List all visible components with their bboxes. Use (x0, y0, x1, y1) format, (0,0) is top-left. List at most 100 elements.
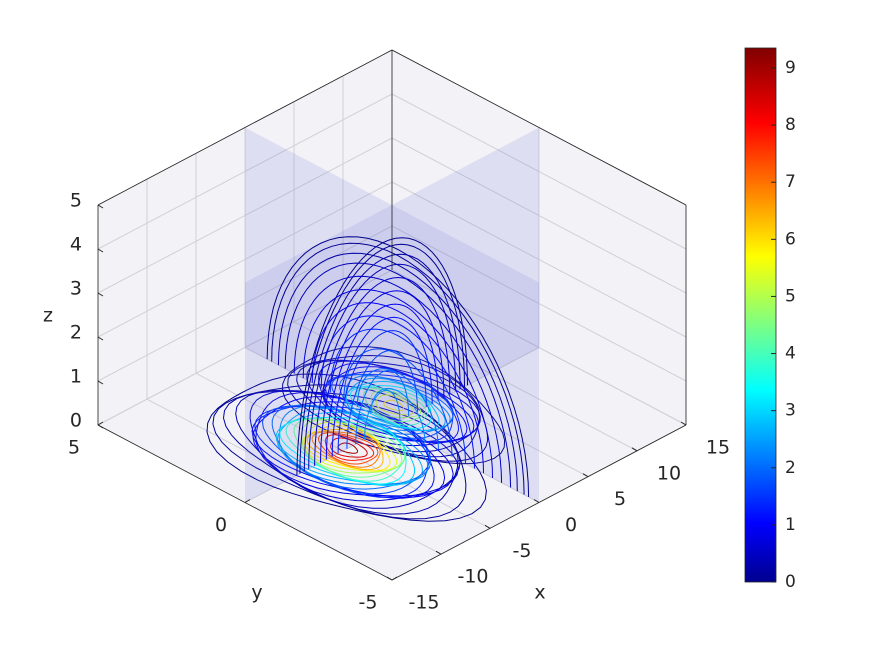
colorbar-tick-label: 4 (785, 344, 796, 364)
x-axis-label: x (534, 582, 545, 604)
colorbar-tick-label: 1 (785, 515, 796, 535)
tick-mark (631, 447, 638, 452)
contour-line (293, 275, 503, 483)
contour-line (279, 416, 407, 485)
colorbar-tick-label: 7 (785, 172, 796, 192)
z-tick-label: 3 (70, 278, 82, 300)
tick-mark (533, 499, 540, 503)
tick-mark (435, 550, 442, 555)
colorbar (744, 47, 777, 583)
contour-line (346, 349, 418, 449)
contour-line (364, 389, 401, 440)
contour-line (322, 370, 460, 444)
z-tick-label: 2 (70, 322, 82, 344)
slice-plane (245, 127, 539, 503)
grid-line (391, 181, 687, 338)
z-axis-label: z (43, 305, 53, 327)
y-axis-label: y (251, 582, 262, 604)
contour-line (275, 411, 416, 487)
contour-line (271, 404, 432, 490)
grid-line (97, 181, 393, 338)
contour-line (311, 302, 484, 474)
colorbar-tick-label: 6 (785, 229, 796, 249)
contour-line (206, 373, 487, 522)
contour-line (363, 388, 427, 423)
tick-mark (97, 336, 104, 341)
contour-line (370, 390, 422, 419)
grid-line (391, 269, 687, 426)
grid-line (97, 225, 393, 382)
contour-line (303, 425, 391, 472)
contour-line (308, 263, 457, 469)
z-tick-label: 0 (70, 410, 82, 432)
z-tick-label: 5 (70, 190, 82, 212)
tick-mark (97, 292, 104, 297)
contour-line (255, 392, 454, 497)
colorbar-tick-label: 5 (785, 286, 796, 306)
contour-line (277, 252, 518, 492)
grid-line (97, 269, 393, 426)
z-tick-label: 1 (70, 366, 82, 388)
colorbar-tick-label: 0 (785, 572, 796, 592)
contour-line (302, 288, 493, 479)
y-tick-label: -5 (359, 592, 378, 614)
contour-line (314, 276, 451, 466)
contour-line (356, 368, 439, 450)
slice-plane (245, 127, 539, 503)
x-tick-label: 5 (614, 488, 626, 510)
contour-line (266, 236, 530, 498)
plot-area: 0 1 2 3 4 5 -5 0 5 -15 -10 -5 0 5 10 15 (68, 49, 730, 614)
x-tick-label: -10 (457, 566, 488, 588)
grid-line (391, 137, 687, 294)
tick-mark (97, 380, 104, 385)
x-tick-label: 0 (565, 514, 577, 536)
contour-line (302, 421, 398, 472)
axis-line (391, 49, 687, 206)
tick-mark (97, 204, 104, 209)
contour-line (355, 369, 410, 445)
x-tick-label: 15 (706, 437, 730, 459)
y-tick-label: 0 (215, 514, 227, 536)
contour-line (355, 386, 430, 426)
contour-line (320, 290, 445, 463)
contour-line (329, 328, 466, 464)
contour-line (251, 401, 435, 499)
contour-line (337, 330, 427, 454)
contour-line (212, 384, 467, 520)
contour-line (370, 388, 426, 443)
contour-line (284, 262, 512, 488)
contour-line (303, 253, 461, 472)
x-tick-label: -5 (513, 540, 532, 562)
tick-mark (97, 424, 104, 429)
contour-line (261, 405, 431, 495)
grid-line (97, 137, 393, 294)
colorbar-tick-label: 3 (785, 401, 796, 421)
tick-mark (97, 421, 104, 426)
y-tick-label: 5 (68, 437, 80, 459)
tick-mark (484, 524, 491, 529)
grid-line (97, 93, 393, 250)
z-tick-label: 4 (70, 234, 82, 256)
contour-line (271, 242, 525, 495)
contour-line (306, 428, 384, 471)
colorbar-tick-label: 9 (785, 58, 796, 78)
tick-mark (680, 421, 687, 426)
contour-line (293, 418, 406, 478)
grid-line (391, 93, 687, 250)
contour-line (249, 390, 459, 502)
contour-line (375, 394, 415, 416)
x-tick-label: 10 (657, 462, 681, 484)
tick-mark (386, 576, 393, 581)
contour-line (324, 434, 375, 461)
contour-line (345, 380, 440, 432)
tick-mark (391, 576, 398, 581)
contour-line (343, 348, 453, 457)
contour-line (383, 399, 405, 412)
tick-mark (582, 473, 589, 478)
contour-line (337, 442, 359, 454)
colorbar-tick-label: 2 (785, 458, 796, 478)
x-tick-label: -15 (408, 592, 439, 614)
grid-line (391, 225, 687, 382)
contour-line (331, 316, 433, 457)
